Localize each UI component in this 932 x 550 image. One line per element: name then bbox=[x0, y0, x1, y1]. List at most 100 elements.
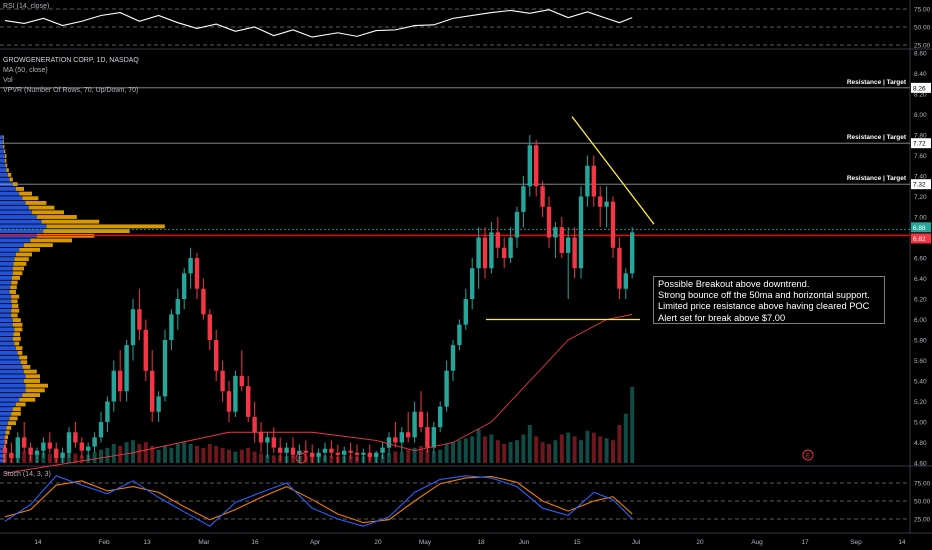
ma-legend[interactable]: MA (50, close) bbox=[3, 67, 48, 74]
vpvr-bar-down bbox=[25, 383, 48, 388]
volume-bar bbox=[527, 425, 532, 463]
analysis-note[interactable]: Possible Breakout above downtrend. Stron… bbox=[653, 276, 885, 324]
stoch-tick-label: 25.00 bbox=[914, 517, 931, 524]
volume-bar bbox=[617, 425, 622, 463]
volume-bar bbox=[547, 444, 551, 463]
vpvr-bar-up bbox=[0, 304, 12, 308]
volume-bar bbox=[425, 449, 430, 463]
volume-bar bbox=[188, 444, 193, 463]
volume-bar bbox=[495, 440, 500, 463]
stoch-tick-label: 75.00 bbox=[914, 481, 931, 488]
time-tick-label: 16 bbox=[251, 539, 259, 546]
vpvr-bar-down bbox=[11, 280, 18, 285]
time-tick-label: May bbox=[419, 539, 432, 546]
candle-body bbox=[630, 232, 635, 274]
vpvr-bar-down bbox=[32, 210, 64, 215]
candle-body bbox=[546, 206, 552, 238]
resistance-price-badge bbox=[911, 82, 931, 93]
vpvr-bar-down bbox=[10, 285, 17, 290]
candle-body bbox=[2, 447, 8, 453]
candle-body bbox=[28, 447, 33, 455]
vpvr-bar-up bbox=[0, 135, 4, 140]
vpvr-bar-down bbox=[16, 402, 26, 407]
vpvr-bar-up bbox=[0, 149, 4, 154]
rsi-tick-label: 75.00 bbox=[914, 7, 931, 14]
vpvr-bar-down bbox=[11, 299, 18, 304]
vpvr-bar-down bbox=[12, 318, 21, 323]
volume-bar bbox=[111, 444, 116, 463]
candle-body bbox=[393, 437, 398, 443]
candle-body bbox=[610, 201, 616, 248]
vpvr-bar-up bbox=[0, 271, 13, 276]
candle-body bbox=[303, 450, 308, 453]
volume-bar bbox=[22, 451, 27, 463]
candle-body bbox=[194, 258, 200, 289]
volume-bar bbox=[271, 455, 276, 463]
vpvr-bar-up bbox=[0, 407, 13, 412]
vpvr-bar-up bbox=[0, 201, 26, 205]
volume-bar bbox=[419, 445, 423, 463]
vpvr-bar-up bbox=[0, 243, 24, 248]
resistance-price-badge bbox=[911, 138, 931, 149]
volume-bar bbox=[246, 447, 251, 463]
volume-bar bbox=[508, 442, 513, 463]
stoch-tick-label: 50.00 bbox=[914, 499, 931, 506]
volume-bar bbox=[476, 428, 481, 463]
candle-body bbox=[623, 273, 628, 289]
symbol-title[interactable]: GROWGENERATION CORP, 1D, NASDAQ bbox=[3, 57, 139, 64]
note-line: Strong bounce off the 50ma and horizonta… bbox=[658, 290, 870, 301]
vpvr-legend[interactable]: VPVR (Number Of Rows, 70, Up/Down, 70) bbox=[3, 87, 139, 94]
candle-body bbox=[111, 370, 116, 402]
candle-body bbox=[514, 211, 520, 238]
vpvr-bar-up bbox=[0, 224, 47, 229]
volume-bar bbox=[451, 442, 455, 463]
candle-body bbox=[380, 447, 385, 453]
vpvr-bar-down bbox=[24, 369, 37, 374]
vpvr-bar-up bbox=[0, 140, 4, 144]
vpvr-bar-up bbox=[0, 266, 13, 271]
vpvr-bar-down bbox=[5, 430, 10, 435]
vpvr-bar-down bbox=[4, 154, 7, 159]
candle-body bbox=[239, 375, 244, 387]
vpvr-bar-up bbox=[0, 374, 26, 379]
rsi-tick-label: 50.00 bbox=[914, 25, 931, 32]
vpvr-bar-down bbox=[3, 458, 5, 463]
volume-bar bbox=[182, 442, 187, 463]
vpvr-bar-up bbox=[0, 360, 21, 365]
vpvr-bar-down bbox=[19, 247, 40, 252]
volume-bar bbox=[630, 387, 635, 463]
candle-body bbox=[220, 370, 225, 392]
resistance-price-badge bbox=[911, 179, 931, 190]
volume-bar bbox=[463, 438, 468, 463]
price-badge bbox=[911, 233, 931, 244]
candle-body bbox=[105, 401, 110, 422]
vpvr-bar-up bbox=[0, 261, 14, 266]
earnings-marker-label: E bbox=[299, 457, 303, 463]
volume-bar bbox=[259, 453, 263, 463]
vpvr-bar-up bbox=[0, 355, 20, 360]
candle-body bbox=[290, 447, 296, 455]
candle-body bbox=[310, 452, 315, 457]
vol-legend[interactable]: Vol bbox=[3, 77, 13, 84]
volume-bar bbox=[534, 436, 539, 463]
candle-body bbox=[342, 450, 347, 455]
candle-body bbox=[617, 247, 622, 289]
time-tick-label: 13 bbox=[143, 539, 151, 546]
volume-bar bbox=[483, 436, 487, 463]
note-line: Alert set for break above $7.00 bbox=[658, 312, 786, 323]
volume-bar bbox=[470, 436, 475, 463]
rsi-tick-label: 25.00 bbox=[914, 43, 931, 50]
earnings-marker bbox=[802, 449, 814, 461]
vpvr-bar-down bbox=[6, 425, 12, 430]
candle-body bbox=[271, 437, 276, 448]
volume-bar bbox=[579, 440, 583, 463]
candle-body bbox=[246, 386, 251, 417]
vpvr-bar-down bbox=[11, 308, 20, 313]
candle-body bbox=[553, 227, 558, 238]
vpvr-bar-up bbox=[0, 397, 20, 402]
vpvr-bar-up bbox=[0, 332, 14, 337]
candle-body bbox=[354, 452, 360, 455]
candle-body bbox=[527, 145, 532, 187]
vpvr-bar-down bbox=[36, 215, 77, 219]
